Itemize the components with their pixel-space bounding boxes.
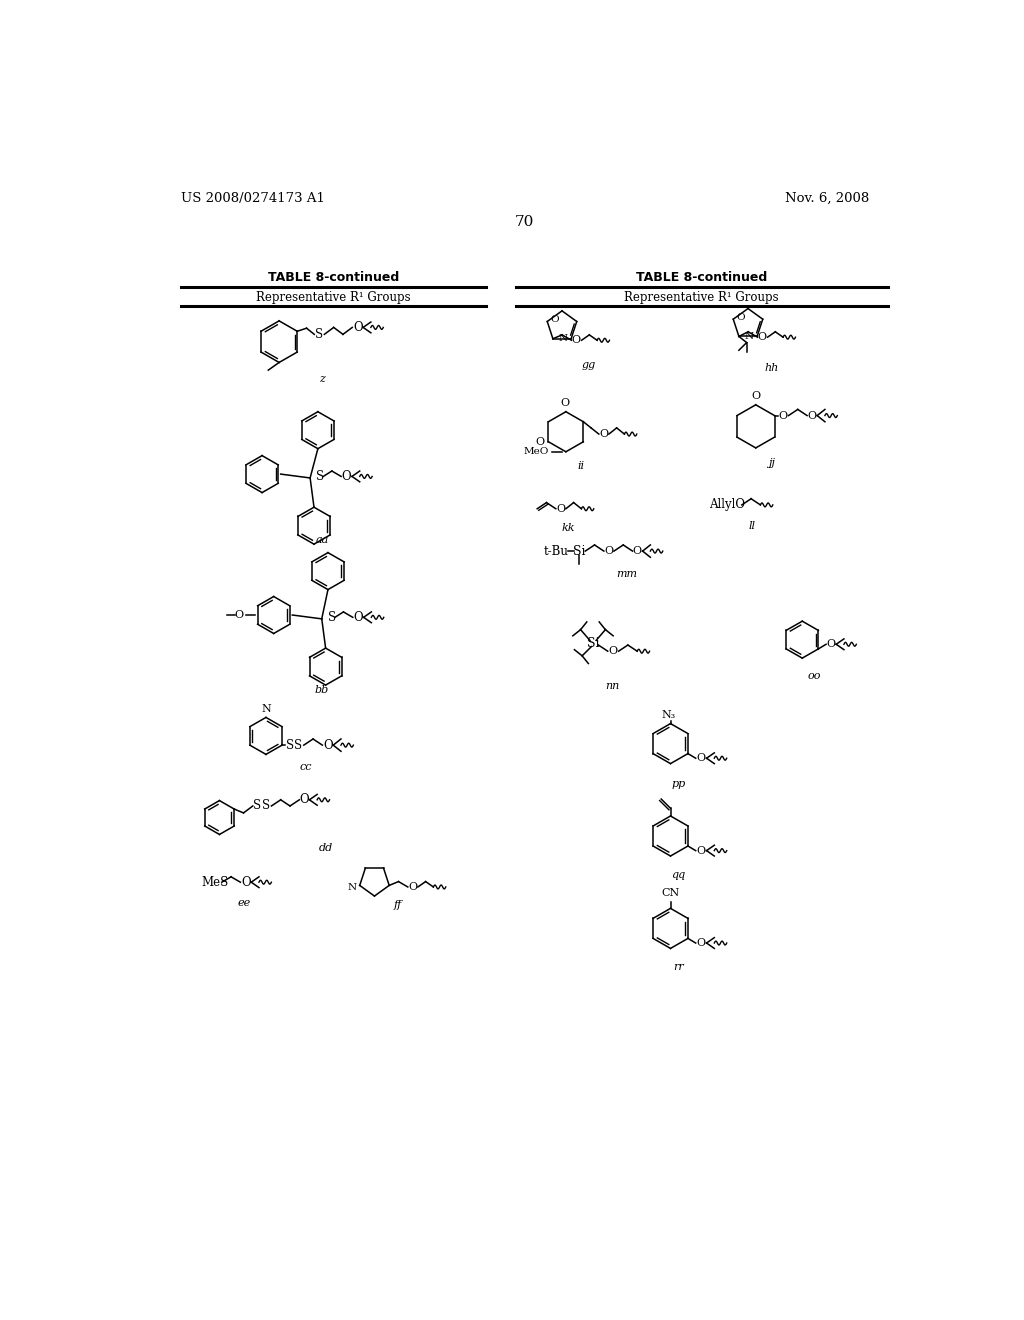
Text: jj: jj xyxy=(768,458,775,467)
Text: O: O xyxy=(299,793,309,807)
Text: MeO: MeO xyxy=(523,447,549,457)
Text: O: O xyxy=(778,411,787,421)
Text: O: O xyxy=(758,333,767,342)
Text: z: z xyxy=(318,375,325,384)
Text: S: S xyxy=(315,327,323,341)
Text: bb: bb xyxy=(314,685,329,694)
Text: O: O xyxy=(560,397,569,408)
Text: aa: aa xyxy=(315,535,329,545)
Text: TABLE 8-continued: TABLE 8-continued xyxy=(267,271,399,284)
Text: Representative R¹ Groups: Representative R¹ Groups xyxy=(625,290,779,304)
Text: O: O xyxy=(353,611,362,624)
Text: O: O xyxy=(608,647,617,656)
Text: O: O xyxy=(696,754,706,763)
Text: S: S xyxy=(294,739,302,751)
Text: CN: CN xyxy=(662,887,680,898)
Text: Si: Si xyxy=(572,545,586,557)
Text: S: S xyxy=(253,800,261,813)
Text: O: O xyxy=(550,315,559,325)
Text: O: O xyxy=(353,321,362,334)
Text: O: O xyxy=(826,639,836,649)
Text: rr: rr xyxy=(673,962,684,972)
Text: O: O xyxy=(571,335,581,346)
Text: nn: nn xyxy=(605,681,620,690)
Text: N: N xyxy=(559,334,568,343)
Text: O: O xyxy=(807,411,816,421)
Text: O: O xyxy=(556,504,565,513)
Text: gg: gg xyxy=(582,360,596,370)
Text: N₃: N₃ xyxy=(662,710,675,719)
Text: S: S xyxy=(328,611,336,624)
Text: N: N xyxy=(347,883,356,892)
Text: TABLE 8-continued: TABLE 8-continued xyxy=(636,271,767,284)
Text: O: O xyxy=(633,546,642,556)
Text: S: S xyxy=(262,800,270,813)
Text: qq: qq xyxy=(671,870,685,879)
Text: ff: ff xyxy=(393,900,401,911)
Text: Representative R¹ Groups: Representative R¹ Groups xyxy=(256,290,411,304)
Text: O: O xyxy=(599,429,608,440)
Text: O: O xyxy=(604,546,613,556)
Text: N: N xyxy=(744,331,754,341)
Text: O: O xyxy=(536,437,545,446)
Text: Nov. 6, 2008: Nov. 6, 2008 xyxy=(784,191,869,205)
Text: Si: Si xyxy=(587,638,599,649)
Text: US 2008/0274173 A1: US 2008/0274173 A1 xyxy=(180,191,325,205)
Text: S: S xyxy=(316,470,325,483)
Text: O: O xyxy=(241,875,251,888)
Text: O: O xyxy=(752,391,760,401)
Text: O: O xyxy=(234,610,244,620)
Text: MeS: MeS xyxy=(202,875,229,888)
Text: hh: hh xyxy=(764,363,778,372)
Text: 70: 70 xyxy=(515,215,535,230)
Text: O: O xyxy=(408,882,417,892)
Text: t-Bu: t-Bu xyxy=(544,545,568,557)
Text: O: O xyxy=(696,939,706,948)
Text: ll: ll xyxy=(749,521,756,532)
Text: pp: pp xyxy=(671,779,685,788)
Text: AllylO: AllylO xyxy=(710,499,745,511)
Text: oo: oo xyxy=(807,671,820,681)
Text: kk: kk xyxy=(561,523,574,533)
Text: S: S xyxy=(286,739,294,751)
Text: O: O xyxy=(342,470,351,483)
Text: O: O xyxy=(696,846,706,855)
Text: mm: mm xyxy=(615,569,637,579)
Text: dd: dd xyxy=(318,842,333,853)
Text: N: N xyxy=(261,704,270,714)
Text: O: O xyxy=(736,313,745,322)
Text: ee: ee xyxy=(238,898,251,908)
Text: ii: ii xyxy=(578,462,585,471)
Text: cc: cc xyxy=(300,762,312,772)
Text: O: O xyxy=(323,739,333,751)
